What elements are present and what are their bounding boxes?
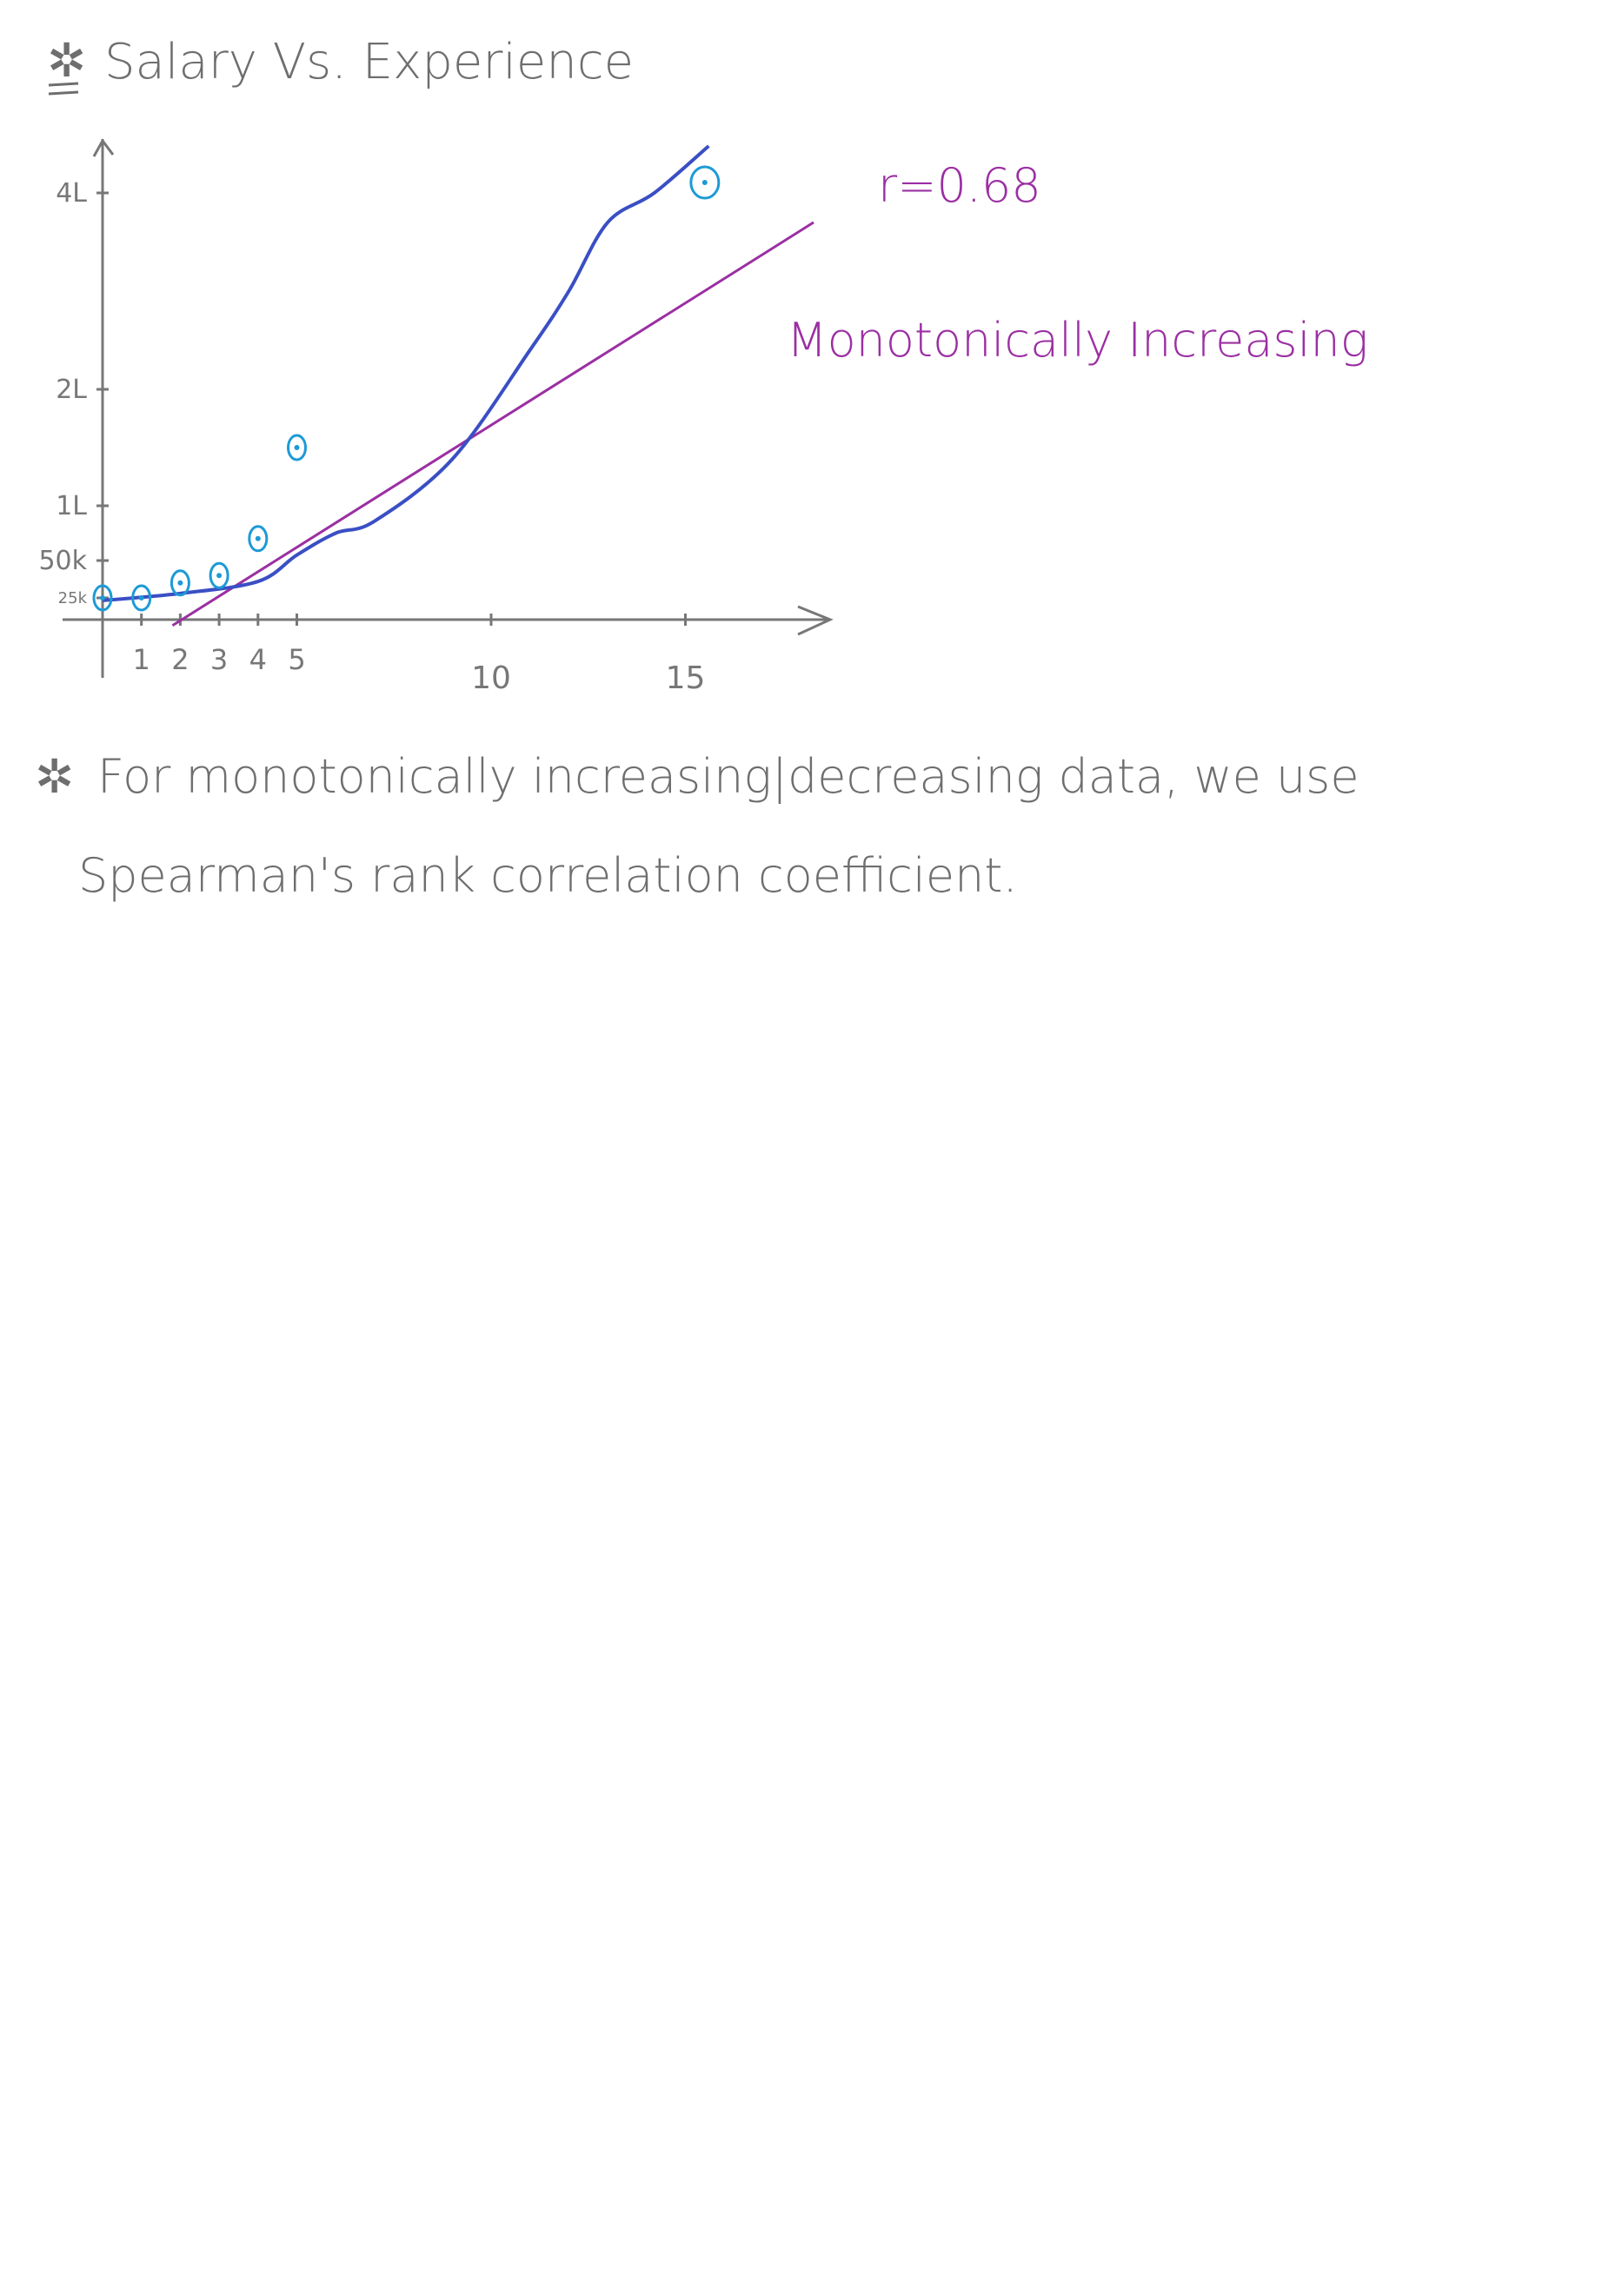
data-point-dot [100,595,105,601]
data-point [92,584,113,612]
y-ticks: 25k 50k 1L 2L 4L [38,178,109,607]
y-tick-label: 25k [58,589,88,607]
data-point-ring [248,525,269,553]
data-point [209,561,229,589]
x-tick-label: 4 [249,643,267,676]
salary-experience-chart: 1 2 3 4 5 10 15 25k 50k 1L 2L 4L [38,138,834,696]
trend-curve [102,144,710,602]
data-point [689,165,721,200]
y-tick-label: 2L [56,375,87,405]
data-point [170,569,190,597]
heading-star-icon: ✲ [47,33,86,88]
heading-title: Salary Vs. Experience [104,34,634,90]
data-point [287,434,307,461]
fit-line [171,221,814,627]
y-tick-label: 1L [56,491,87,521]
data-point-dot [138,595,144,601]
data-point-dot [701,180,708,185]
data-point-ring [92,584,113,612]
heading-underline-bottom [48,90,79,96]
data-point [131,584,152,612]
data-point-ring [170,569,190,597]
r-value-annotation: r=0.68 [878,158,1041,213]
data-point-dot [177,580,183,586]
note: ✲ For monotonically increasing|decreasin… [35,749,1359,903]
x-tick-label: 2 [171,643,189,676]
data-point-ring [209,561,229,589]
trend-annotation: Monotonically Increasing [787,313,1368,368]
data-point-ring [689,165,721,200]
x-tick-label: 3 [210,643,228,676]
y-tick-label: 4L [56,178,87,209]
x-tick-label: 10 [471,660,511,696]
x-tick-label: 15 [666,660,706,696]
x-axis-arrow [797,605,834,636]
data-point-dot [294,445,300,450]
note-star-icon: ✲ [35,749,74,804]
data-point-ring [131,584,152,612]
x-tick-label: 1 [133,643,150,676]
x-tick-label: 5 [288,643,305,676]
data-points [92,165,721,612]
data-point [248,525,269,553]
x-ticks: 1 2 3 4 5 10 15 [133,614,706,696]
y-axis-arrow [92,138,115,157]
note-line-2: Spearman's rank correlation coefficient. [78,848,1018,903]
heading-underline-top [48,82,79,87]
heading: ✲ Salary Vs. Experience [47,33,634,96]
data-point-ring [287,434,307,461]
data-point-dot [216,573,223,579]
y-tick-label: 50k [38,546,87,576]
data-point-dot [255,535,261,541]
note-line-1: For monotonically increasing|decreasing … [97,749,1359,804]
